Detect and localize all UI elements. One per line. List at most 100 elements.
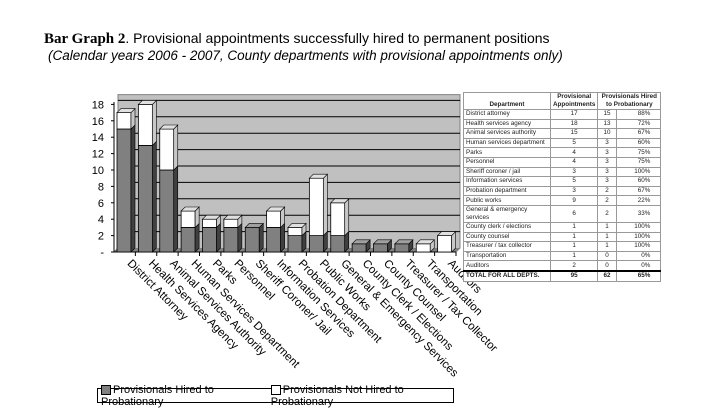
table-cell: 1 [549,241,599,252]
chart-title: Bar Graph 2. Provisional appointments su… [44,30,550,48]
table-row: Public works 9 2 22% [463,195,662,206]
table-cell: 4 [549,147,599,158]
table-cell: 3 [597,176,617,187]
table-cell: 3 [597,137,617,149]
bar-hired [137,144,153,253]
table-cell: Treasurer / tax collector [463,241,551,252]
table-row: Transportation 1 0 0% [463,250,662,262]
bar-not-hired [137,104,153,146]
bar-top [116,108,136,113]
table-cell: Auditors [463,260,551,272]
table-cell: 62 [597,269,617,282]
table-cell: 2 [597,185,617,197]
bar-top [201,214,222,220]
legend: Provisionals Hired to Probationary Provi… [97,384,454,408]
bar-hired [266,226,282,253]
table-cell: 33% [615,204,662,223]
y-tick-label: 6 [98,198,104,210]
table-cell: 1 [549,231,599,243]
bar-hired [223,226,239,253]
bar-side [152,99,157,147]
table-cell: 65% [615,269,662,282]
bar-side [173,165,179,253]
bar-hired [116,128,132,253]
y-tick-label: 4 [98,214,104,226]
table-row: Health services agency 18 13 72% [463,118,662,130]
bar-side [344,198,350,237]
table-cell: 60% [615,176,662,187]
bar-top [244,223,264,228]
table-cell: 0 [597,250,617,262]
table-cell: 67% [615,128,662,139]
bar-top [415,239,435,245]
table-row: Human services department 5 3 60% [463,137,662,149]
table-cell: 22% [615,195,662,206]
bar-not-hired [180,210,196,228]
bar-side [216,222,221,253]
table-row: County clerk / elections 1 1 100% [463,221,662,233]
bar-top [223,214,243,220]
table-cell: 9 [549,195,599,206]
table-cell: Sheriff coroner / jail [463,166,551,178]
bar-top [330,198,350,204]
bar-hired [330,235,346,253]
table-row: General & emergency services 6 2 33% [463,204,662,223]
table-cell: 88% [615,109,662,120]
bar-side [258,222,264,253]
bar-top [265,206,286,212]
table-cell: 1 [597,221,617,233]
bar-hired [159,169,175,253]
table-cell: 100% [615,166,662,178]
bar-top [351,239,371,245]
bar-side [173,124,179,171]
table-row: County counsel 1 1 100% [463,231,662,243]
table-cell: Transportation [463,250,551,262]
table-cell: Human services department [463,137,551,149]
table-cell: Public works [463,195,551,206]
table-cell: 3 [549,185,599,197]
table-cell: 2 [549,260,599,272]
bar-not-hired [159,128,175,171]
table-cell: Probation department [463,185,551,197]
bar-top [287,223,307,228]
table-cell: 0 [597,260,617,272]
table-cell: 1 [549,221,599,233]
title-rest: . Provisional appointments successfully … [125,30,550,46]
bar-top [372,239,393,245]
legend-item-not-hired: Provisionals Not Hired to Probationary [270,384,453,408]
table-cell: 60% [615,137,662,149]
table-cell: 100% [615,221,662,233]
bar-not-hired [266,210,282,228]
legend-swatch [101,384,111,395]
bar-not-hired [116,112,132,130]
bar-not-hired [202,218,217,228]
bar-hired [373,243,388,253]
chart-subtitle: (Calendar years 2006 - 2007, County depa… [48,48,563,63]
legend-item-hired: Provisionals Hired to Probationary [101,384,265,408]
table-cell: 0% [615,250,662,262]
table-cell: 95 [549,269,599,282]
table-row: Probation department 3 2 67% [463,185,662,197]
col-department: Department [463,92,551,110]
table-cell: General & emergency services [463,204,551,223]
table-total-row: TOTAL FOR ALL DEPTS. 95 62 65% [463,269,662,282]
bar-side [237,222,243,253]
table-row: Sheriff coroner / jail 3 3 100% [463,166,662,178]
title-bold: Bar Graph 2 [44,31,126,47]
bar-top [394,239,414,245]
table-cell: Personnel [463,156,551,168]
bar-hired [351,243,367,253]
y-tick-label: 14 [92,132,104,144]
table-row: Parks 4 3 75% [463,147,662,158]
bar-top [180,206,200,212]
table-cell: 75% [615,147,662,158]
legend-swatch [270,384,281,395]
table-cell: 75% [615,156,662,168]
y-tick-label: 10 [92,165,104,177]
table-cell: 15 [549,128,599,139]
legend-label: Provisionals Hired to Probationary [101,383,214,408]
table-cell: 13 [597,118,617,130]
bar-not-hired [308,177,324,236]
y-tick-label: 16 [92,116,104,128]
